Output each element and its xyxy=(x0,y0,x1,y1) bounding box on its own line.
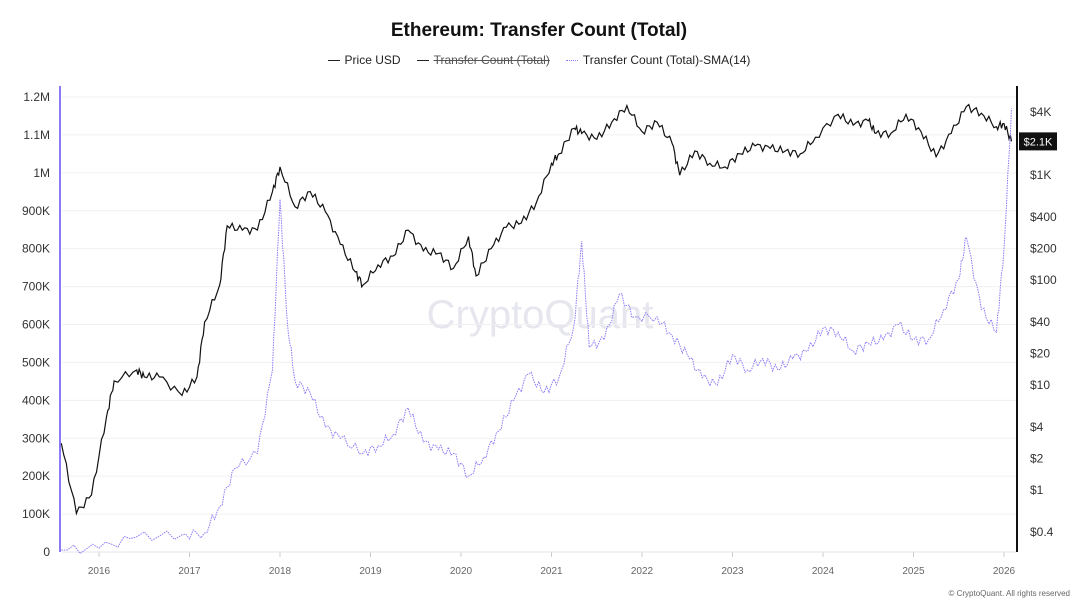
current-price-badge xyxy=(1019,132,1057,151)
x-tick-label: 2016 xyxy=(88,566,111,577)
chart-title: Ethereum: Transfer Count (Total) xyxy=(390,20,688,41)
y-right-tick-label: $1 xyxy=(1030,483,1044,497)
x-tick-label: 2024 xyxy=(812,566,835,577)
y-left-tick-label: 1.1M xyxy=(23,128,50,142)
y-right-tick-label: $400 xyxy=(1030,210,1057,224)
x-tick-label: 2019 xyxy=(359,566,382,577)
x-tick-label: 2020 xyxy=(450,566,473,577)
copyright-footer: © CryptoQuant. All rights reserved xyxy=(948,589,1071,598)
price-series-line xyxy=(60,103,1013,516)
x-tick-label: 2017 xyxy=(178,566,201,577)
x-tick-label: 2018 xyxy=(269,566,292,577)
sma-series-line xyxy=(61,108,1012,555)
y-right-tick-label: $10 xyxy=(1030,378,1050,392)
y-left-tick-label: 100K xyxy=(22,507,50,521)
y-left-tick-label: 300K xyxy=(22,431,50,445)
y-left-tick-label: 900K xyxy=(22,204,50,218)
legend-swatch xyxy=(327,59,340,61)
y-right-tick-label: $100 xyxy=(1030,273,1057,287)
y-left-tick-label: 1M xyxy=(33,166,50,180)
y-left-tick-label: 800K xyxy=(22,242,50,256)
y-right-tick-label: $4 xyxy=(1030,420,1044,434)
x-tick-label: 2021 xyxy=(540,566,563,577)
legend-label: Transfer Count (Total)-SMA(14) xyxy=(582,53,751,67)
y-right-tick-label: $40 xyxy=(1030,315,1050,329)
legend-swatch xyxy=(416,59,429,61)
legend-label: Price USD xyxy=(344,53,401,67)
y-left-tick-label: 0 xyxy=(43,545,50,559)
x-tick-label: 2023 xyxy=(721,566,744,577)
y-right-tick-label: $2 xyxy=(1030,452,1044,466)
legend-label: Transfer Count (Total) xyxy=(433,53,550,67)
x-tick-label: 2022 xyxy=(631,566,654,577)
x-tick-label: 2025 xyxy=(902,566,925,577)
y-left-tick-label: 500K xyxy=(22,355,50,369)
y-left-tick-label: 400K xyxy=(22,393,50,407)
y-left-tick-label: 700K xyxy=(22,280,50,294)
y-right-tick-label: $1K xyxy=(1030,168,1051,182)
y-left-tick-label: 200K xyxy=(22,469,50,483)
y-right-tick-label: $0.4 xyxy=(1030,525,1054,539)
legend-swatch xyxy=(565,59,578,61)
y-left-tick-label: 1.2M xyxy=(23,90,50,104)
legend-item-price[interactable]: Price USD xyxy=(327,53,401,67)
y-right-tick-label: $200 xyxy=(1030,242,1057,256)
x-tick-label: 2026 xyxy=(993,566,1016,577)
y-right-tick-label: $20 xyxy=(1030,347,1050,361)
legend-item-transfer-count[interactable]: Transfer Count (Total) xyxy=(416,53,550,67)
y-left-tick-label: 600K xyxy=(22,318,50,332)
y-right-tick-label: $4K xyxy=(1030,105,1051,119)
legend: Price USD Transfer Count (Total) Transfe… xyxy=(0,53,1078,67)
watermark: CryptoQuant xyxy=(427,293,654,337)
legend-item-sma[interactable]: Transfer Count (Total)-SMA(14) xyxy=(565,53,751,67)
current-price-label: $2.1K xyxy=(1024,136,1053,148)
